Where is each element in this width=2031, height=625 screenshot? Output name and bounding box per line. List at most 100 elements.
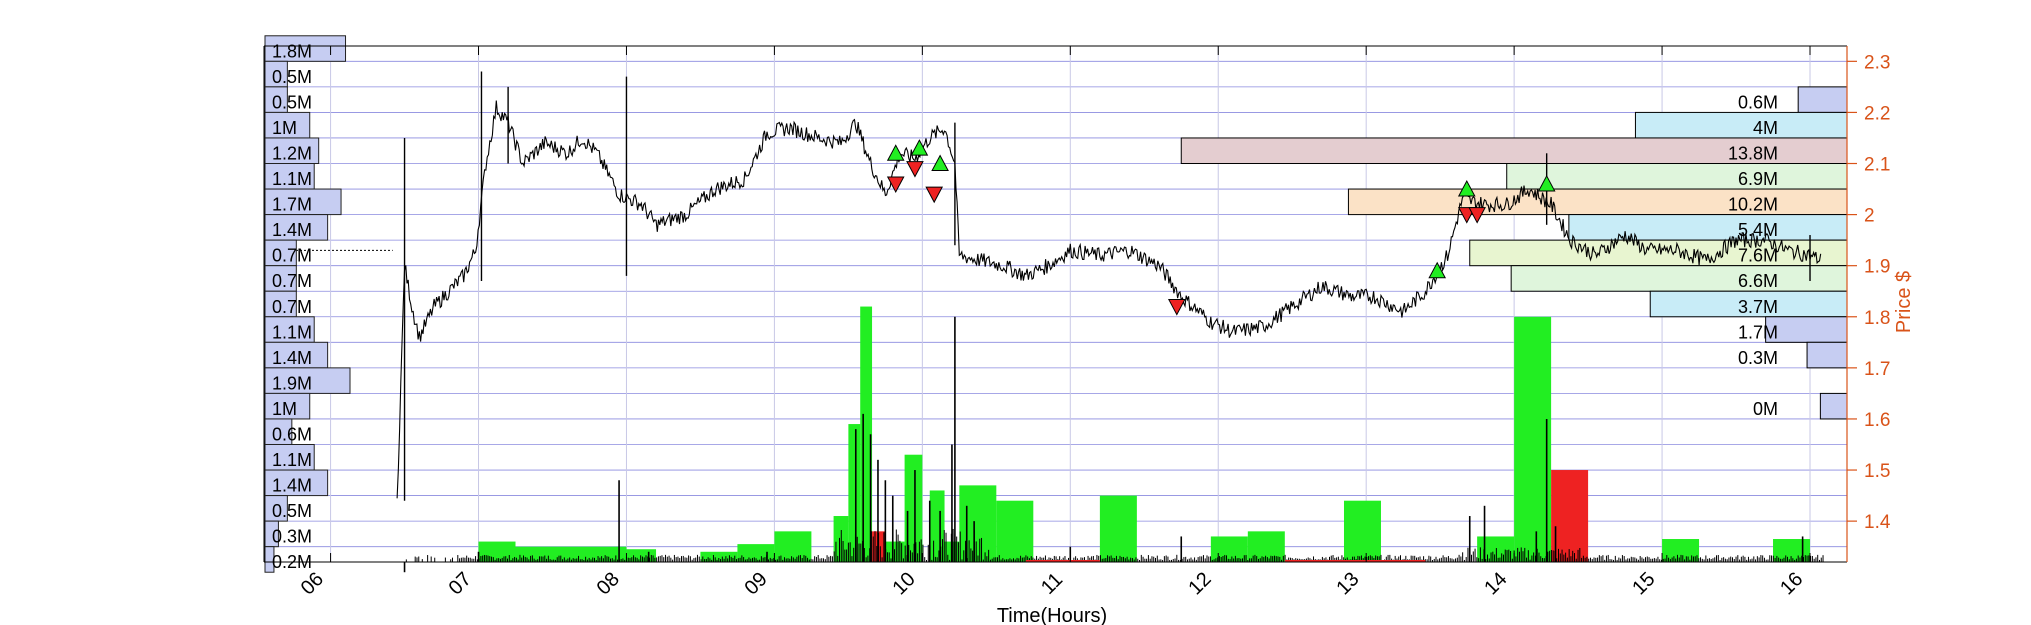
volume-bar [1210,536,1248,562]
sell-marker [906,161,924,178]
left-profile-label: 1M [272,399,297,419]
volume-bar [1773,539,1811,562]
x-tick-label: 14 [1480,568,1511,599]
sell-marker [1468,207,1486,224]
price-line [396,100,1822,499]
left-profile-bar [264,214,329,241]
y-tick-label: 1.6 [1864,410,1890,431]
left-profile-label: 1.1M [272,450,312,470]
volume-bar [1662,539,1700,562]
right-profile-label: 0.6M [1738,92,1778,112]
right-profile-label: 0M [1753,399,1778,419]
left-profile-bar [264,239,297,267]
buy-marker [1428,261,1447,279]
y-tick-label: 1.9 [1864,257,1890,278]
right-profile-label: 6.6M [1738,271,1778,291]
volume-profile-bands [1180,86,1848,420]
x-tick-label: 10 [888,568,919,599]
plot-area [264,46,1847,562]
y-tick-label: 2.3 [1864,52,1890,73]
y-tick-label: 2.2 [1864,103,1890,124]
trade-markers [886,139,1556,316]
buy-marker [931,154,949,172]
right-profile-label: 7.6M [1738,246,1778,266]
buy-marker [1457,179,1476,197]
right-profile-bar [1765,316,1848,343]
right-profile-bar [1510,265,1848,292]
buy-marker [910,139,929,156]
left-profile-label: 1.4M [272,348,312,368]
left-profile-bar [264,392,311,420]
x-tick-label: 16 [1776,568,1807,599]
right-profile-label: 6.9M [1738,169,1778,189]
left-profile-label: 0.5M [272,67,312,87]
right-profile-bar [1806,341,1848,369]
y-tick-label: 1.4 [1864,512,1891,533]
sell-marker [886,176,905,194]
volume-bar [1247,531,1285,562]
volume-bar [1343,500,1381,562]
x-axis-label: Time(Hours) [997,605,1107,625]
volume-bar [1514,316,1552,562]
x-tick-label: 13 [1332,568,1363,599]
sell-marker [1167,299,1186,316]
left-profile-label: 1.2M [272,144,312,164]
right-profile-label: 4M [1753,118,1778,138]
x-tick-label: 15 [1628,568,1659,599]
volume-bar [1477,536,1515,562]
left-profile-label: 0.7M [272,297,312,317]
volume-spikes [403,316,1824,573]
x-tick-label: 07 [445,568,476,599]
right-profile-bar [1819,392,1848,420]
x-tick-label: 11 [1037,569,1067,599]
volume-bar [848,424,861,562]
left-profile-bar [264,316,315,343]
left-profile-bar [264,35,347,62]
right-profile-label: 10.2M [1728,195,1778,215]
right-profile-bar [1634,111,1848,139]
hourly-volume-bars [478,306,1811,562]
gridlines [264,46,1847,562]
left-volume-profile: 1.8M 0.5M 0.5M 1M 1.2M 1.1M 1.7M 1.4M 0.7M 0.7M 0.… [264,35,351,573]
left-profile-label: 1.1M [272,169,312,189]
right-profile-bar [1469,239,1848,267]
y-tick-label: 1.7 [1864,359,1890,380]
left-profile-label: 0.5M [272,501,312,521]
right-profile-label: 5.4M [1738,220,1778,240]
left-profile-label: 1M [272,118,297,138]
buy-marker [886,144,905,161]
volume-bar [1099,495,1137,562]
x-tick-label: 08 [593,568,624,599]
right-profile-label: 3.7M [1738,297,1778,317]
x-tick-label: 12 [1184,568,1215,599]
left-profile-label: 0.5M [272,92,312,112]
right-volume-profile: 0.6M 4M 13.8M 6.9M 10.2M 5.4M 7.6M 6.6M 3.7M 1.7M… [1728,92,1778,419]
right-profile-bar [1649,290,1848,318]
left-profile-bar [264,111,311,139]
y-axis-label: Price $ [1893,271,1915,333]
right-profile-bar [1347,188,1848,216]
left-profile-label: 1.4M [272,220,312,240]
left-profile-bar [264,290,297,318]
left-profile-label: 1.1M [272,322,312,342]
left-profile-bar [264,546,275,573]
left-profile-label: 1.4M [272,476,312,496]
volume-bar [996,500,1034,562]
left-profile-label: 0.3M [272,527,312,547]
left-profile-label: 0.7M [272,246,312,266]
volume-bar [904,454,923,562]
left-profile-bar [264,469,329,497]
volume-bar [860,306,873,562]
right-profile-bar [1568,214,1848,241]
right-profile-label: 0.3M [1738,348,1778,368]
left-profile-bar [264,443,315,471]
left-profile-label: 0.7M [272,271,312,291]
right-profile-bar [1180,137,1848,165]
right-profile-bar [1506,163,1848,190]
left-profile-label: 1.7M [272,195,312,215]
y-tick-label: 2 [1864,206,1875,227]
y-tick-label: 1.5 [1864,461,1890,482]
right-profile-label: 13.8M [1728,144,1778,164]
left-profile-label: 1.8M [272,41,312,61]
